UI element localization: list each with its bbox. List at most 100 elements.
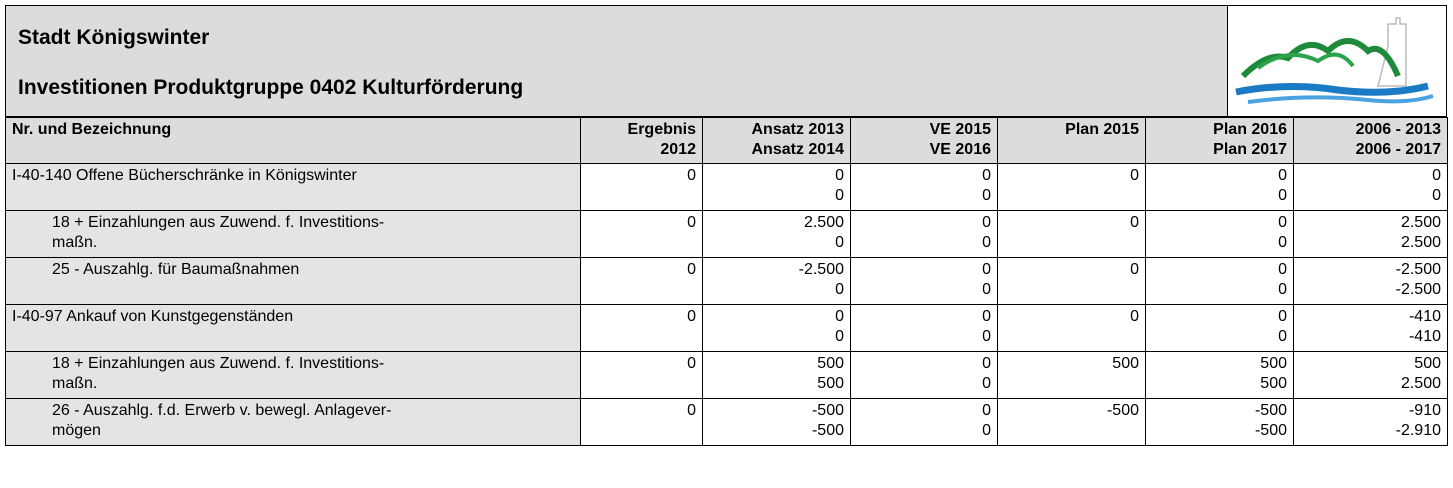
- cell-line: 0: [1130, 308, 1139, 325]
- cell-line: -500: [1106, 402, 1139, 419]
- cell-line: 0: [982, 402, 991, 419]
- cell: 0: [580, 351, 703, 399]
- title: Stadt Königswinter: [18, 26, 210, 49]
- cell-line: 25 - Auszahlg. für Baumaßnahmen: [52, 261, 300, 278]
- cell-line: 0: [835, 281, 844, 298]
- cell-line: VE 2015: [929, 121, 991, 138]
- cell: 0: [997, 304, 1146, 352]
- cell: 500 500: [702, 351, 851, 399]
- cell-line: 0: [1130, 214, 1139, 231]
- cell-line: -500: [811, 402, 844, 419]
- cell: 2.500 2.500: [1293, 210, 1448, 258]
- cell: -410 -410: [1293, 304, 1448, 352]
- row-name: I-40-140 Offene Bücherschränke in Königs…: [5, 163, 581, 211]
- cell-line: 500: [817, 375, 844, 392]
- cell-line: I-40-140 Offene Bücherschränke in Königs…: [12, 167, 357, 184]
- cell-line: -500: [1254, 422, 1287, 439]
- cell-line: 0: [982, 187, 991, 204]
- row-name: I-40-97 Ankauf von Kunstgegenständen: [5, 304, 581, 352]
- column-header: 2006 - 2013 2006 - 2017: [1293, 117, 1448, 164]
- cell-line: 2.500: [1400, 375, 1441, 392]
- cell: 0: [580, 398, 703, 446]
- cell-line: 0: [687, 167, 696, 184]
- cell-line: 0: [1278, 328, 1287, 345]
- cell-line: 0: [982, 328, 991, 345]
- cell-line: 0: [1432, 167, 1441, 184]
- cell: 0: [997, 257, 1146, 305]
- cell-line: 0: [1278, 261, 1287, 278]
- cell-line: 0: [835, 234, 844, 251]
- column-header: Nr. und Bezeichnung: [5, 117, 581, 164]
- cell: -2.500 -2.500: [1293, 257, 1448, 305]
- cell: -2.500 0: [702, 257, 851, 305]
- cell-line: Nr. und Bezeichnung: [12, 121, 172, 138]
- cell-line: 0: [982, 214, 991, 231]
- cell: -500: [997, 398, 1146, 446]
- cell-line: 2006 - 2013: [1355, 121, 1441, 138]
- row-name: 25 - Auszahlg. für Baumaßnahmen: [5, 257, 581, 305]
- cell-line: 0: [1278, 281, 1287, 298]
- cell-line: 18 + Einzahlungen aus Zuwend. f. Investi…: [52, 214, 385, 231]
- cell: 0: [997, 163, 1146, 211]
- cell-line: 0: [687, 308, 696, 325]
- cell-line: 2.500: [1400, 214, 1441, 231]
- cell-line: Plan 2016: [1213, 121, 1287, 138]
- cell-line: -410: [1408, 308, 1441, 325]
- cell-line: 18 + Einzahlungen aus Zuwend. f. Investi…: [52, 355, 385, 372]
- cell-line: 0: [835, 328, 844, 345]
- table: Nr. und Bezeichnung Ergebnis 2012 Ansatz 20…: [5, 117, 1448, 446]
- header: Stadt Königswinter Investitionen Produkt…: [5, 5, 1447, 117]
- cell-line: 0: [982, 422, 991, 439]
- column-header: Plan 2015: [997, 117, 1146, 164]
- row: 26 - Auszahlg. f.d. Erwerb v. bewegl. An…: [5, 398, 1448, 446]
- cell: -500 -500: [702, 398, 851, 446]
- cell-line: 500: [1260, 355, 1287, 372]
- cell: 0: [580, 304, 703, 352]
- cell-line: 0: [1130, 167, 1139, 184]
- column-header: Ergebnis 2012: [580, 117, 703, 164]
- cell-line: -500: [1254, 402, 1287, 419]
- cell: -500 -500: [1145, 398, 1294, 446]
- cell-line: Plan 2017: [1213, 141, 1287, 158]
- cell-line: 500: [1260, 375, 1287, 392]
- cell-line: Ergebnis: [627, 121, 696, 138]
- row-name: 18 + Einzahlungen aus Zuwend. f. Investi…: [5, 210, 581, 258]
- cell-line: 0: [835, 187, 844, 204]
- cell-line: mögen: [52, 422, 101, 439]
- cell: 2.500 0: [702, 210, 851, 258]
- cell-line: -500: [811, 422, 844, 439]
- cell-line: 0: [1130, 261, 1139, 278]
- column-header: Plan 2016 Plan 2017: [1145, 117, 1294, 164]
- cell-line: -2.500: [1395, 261, 1441, 278]
- row: I-40-140 Offene Bücherschränke in Königs…: [5, 163, 1448, 211]
- cell: 500 2.500: [1293, 351, 1448, 399]
- cell-line: 0: [982, 281, 991, 298]
- cell-line: 0: [687, 214, 696, 231]
- cell-line: 0: [687, 355, 696, 372]
- cell-line: -2.910: [1395, 422, 1441, 439]
- cell-line: 0: [1432, 187, 1441, 204]
- row-name: 18 + Einzahlungen aus Zuwend. f. Investi…: [5, 351, 581, 399]
- subtitle: Investitionen Produktgruppe 0402 Kulturf…: [18, 76, 524, 99]
- cell: 0: [580, 257, 703, 305]
- cell-line: -2.500: [798, 261, 844, 278]
- cell-line: 0: [1278, 234, 1287, 251]
- cell-line: Ansatz 2014: [751, 141, 845, 158]
- cell-line: -2.500: [1395, 281, 1441, 298]
- row: 18 + Einzahlungen aus Zuwend. f. Investi…: [5, 210, 1448, 258]
- cell-line: VE 2016: [929, 141, 991, 158]
- cell: 0: [580, 210, 703, 258]
- cell: 500: [997, 351, 1146, 399]
- cell-line: 0: [1278, 167, 1287, 184]
